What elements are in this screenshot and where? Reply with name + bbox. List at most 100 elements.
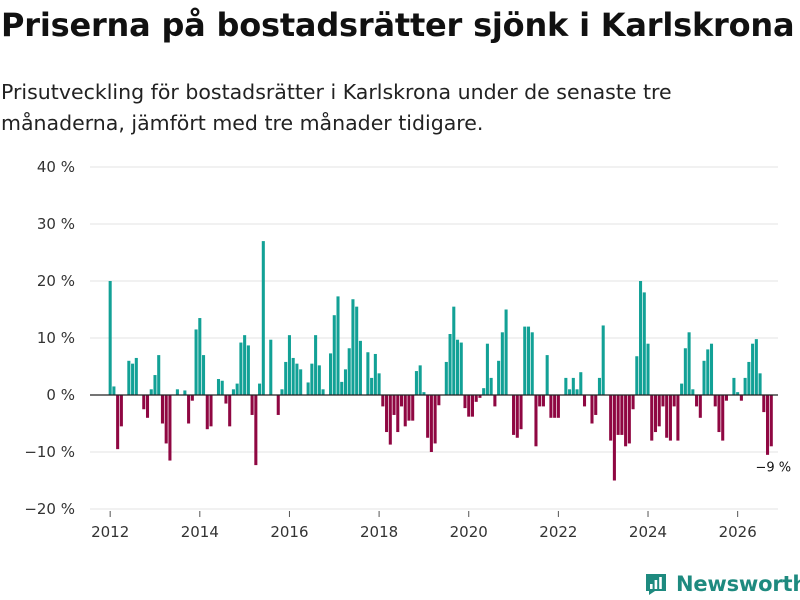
bar <box>635 356 639 395</box>
bar <box>254 395 258 466</box>
bar <box>724 395 728 401</box>
bar <box>437 395 441 406</box>
bar <box>594 395 598 415</box>
bar <box>329 353 333 395</box>
bar <box>209 395 213 427</box>
bar <box>698 395 702 418</box>
bar <box>478 395 482 398</box>
bar <box>347 348 351 395</box>
bar <box>534 395 538 447</box>
bar <box>287 335 291 395</box>
bar <box>142 395 146 410</box>
x-tick-label: 2024 <box>629 523 667 541</box>
bar <box>732 377 736 395</box>
x-tick-label: 2022 <box>539 523 577 541</box>
bar <box>639 281 643 395</box>
bar <box>310 363 314 395</box>
bar <box>482 388 486 395</box>
bar <box>280 389 284 395</box>
bar <box>343 369 348 395</box>
bar <box>538 395 542 407</box>
bar <box>381 395 385 407</box>
bar <box>627 395 631 444</box>
bar <box>568 389 572 395</box>
bar <box>706 349 710 395</box>
bar <box>657 395 661 427</box>
x-tick-label: 2026 <box>719 523 757 541</box>
bar <box>549 395 553 418</box>
bar <box>414 371 418 395</box>
bar <box>672 395 676 407</box>
x-tick-label: 2012 <box>91 523 129 541</box>
bar <box>601 325 605 395</box>
x-tick-label: 2020 <box>450 523 488 541</box>
bar <box>519 395 523 430</box>
bar <box>661 395 665 407</box>
bar <box>687 332 691 395</box>
y-tick-label: −10 % <box>24 443 75 461</box>
bar <box>407 395 411 421</box>
x-tick-label: 2016 <box>270 523 308 541</box>
y-tick-label: 30 % <box>37 215 75 233</box>
bar <box>157 355 161 395</box>
bar <box>119 395 123 427</box>
bar <box>739 395 743 401</box>
bar <box>220 380 224 395</box>
bar <box>582 395 587 407</box>
bar <box>597 377 601 395</box>
bar <box>747 361 751 395</box>
bar <box>355 306 359 395</box>
bar <box>250 395 254 415</box>
bar <box>590 395 594 424</box>
bar <box>653 395 658 433</box>
bar <box>131 363 135 395</box>
bar <box>295 363 299 395</box>
bar <box>575 389 579 395</box>
bar <box>769 395 773 447</box>
bar <box>564 377 568 395</box>
bar <box>556 395 560 418</box>
bar <box>205 395 209 430</box>
bar <box>736 392 740 395</box>
bar <box>530 332 534 395</box>
bar <box>276 395 280 415</box>
bar <box>377 373 381 395</box>
bar <box>351 299 355 395</box>
bar <box>624 395 628 447</box>
bar <box>373 353 377 395</box>
bar <box>668 395 672 441</box>
y-tick-label: 0 % <box>46 386 75 404</box>
last-value-label: −9 % <box>755 460 791 475</box>
bar <box>541 395 545 407</box>
bar <box>470 395 474 417</box>
bar <box>616 395 620 435</box>
bar <box>340 381 344 395</box>
bar <box>497 360 501 395</box>
bar <box>258 383 262 395</box>
bar <box>168 395 172 461</box>
bar <box>545 355 549 395</box>
bar <box>108 281 112 395</box>
bar <box>317 365 321 395</box>
bar <box>485 343 489 395</box>
newsworthy-logo: Newsworthy <box>644 569 800 599</box>
bar <box>202 355 206 395</box>
bar <box>721 395 725 441</box>
bar <box>228 395 232 427</box>
bar <box>683 348 687 395</box>
bar <box>459 342 463 395</box>
bar <box>261 241 265 395</box>
bar <box>246 345 250 395</box>
bar <box>385 395 389 433</box>
y-tick-label: 40 % <box>37 158 75 176</box>
bar <box>153 375 157 395</box>
bar <box>609 395 613 441</box>
bar <box>691 389 695 395</box>
y-axis-ticks: −20 % −10 % 0 % 10 % 20 % 30 % 40 % <box>24 158 75 518</box>
bar <box>702 360 706 395</box>
bar <box>224 395 228 404</box>
bar-chart-logo-icon <box>646 574 666 595</box>
bar <box>642 292 646 395</box>
x-tick-label: 2018 <box>360 523 398 541</box>
x-axis: 2012 2014 2016 2018 2020 2022 2024 2026 <box>91 511 757 541</box>
